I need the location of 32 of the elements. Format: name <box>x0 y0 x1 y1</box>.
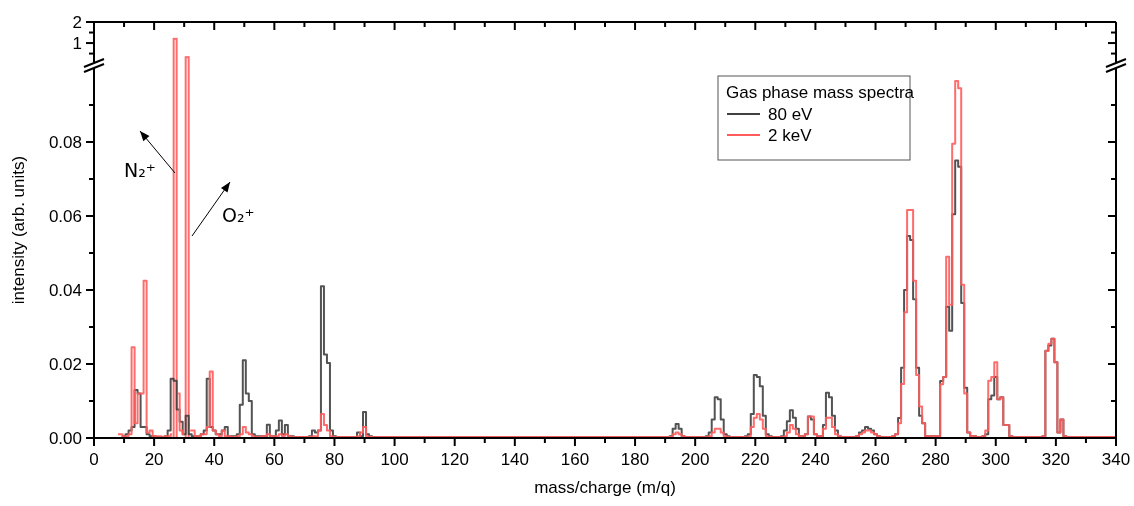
annotation: O₂⁺ <box>222 204 255 226</box>
y-tick-label: 2 <box>72 12 82 32</box>
x-tick-label: 140 <box>500 450 530 469</box>
x-tick-label: 100 <box>380 450 409 469</box>
x-tick-label: 300 <box>981 450 1010 469</box>
x-tick-label: 280 <box>921 450 950 469</box>
y-tick-label: 0.00 <box>48 428 82 448</box>
y-tick-label: 0.02 <box>48 354 82 374</box>
y-tick-label: 0.08 <box>48 132 82 152</box>
x-tick-label: 240 <box>801 450 830 469</box>
x-tick-label: 60 <box>264 450 284 469</box>
x-tick-label: 180 <box>620 450 650 469</box>
x-tick-label: 320 <box>1041 450 1071 469</box>
y-tick-label: 1 <box>72 34 82 53</box>
x-tick-label: 0 <box>89 450 99 469</box>
y-tick-label: 0.04 <box>48 280 82 300</box>
x-tick-label: 40 <box>204 450 224 469</box>
annotation: N₂⁺ <box>124 159 156 181</box>
legend-label: 2 keV <box>768 126 813 145</box>
x-tick-label: 220 <box>741 450 770 469</box>
x-tick-label: 340 <box>1101 450 1131 469</box>
legend-label: 80 eV <box>768 105 814 124</box>
legend-title: Gas phase mass spectra <box>726 83 915 102</box>
x-tick-label: 200 <box>680 450 710 469</box>
x-axis-title: mass/charge (m/q) <box>534 478 676 497</box>
x-tick-label: 260 <box>861 450 890 469</box>
x-tick-label: 120 <box>440 450 469 469</box>
x-tick-label: 160 <box>560 450 590 469</box>
x-tick-label: 80 <box>325 450 344 469</box>
x-tick-label: 20 <box>144 450 164 469</box>
y-tick-label: 0.06 <box>48 206 82 226</box>
y-axis-title: intensity (arb. units) <box>9 155 28 305</box>
